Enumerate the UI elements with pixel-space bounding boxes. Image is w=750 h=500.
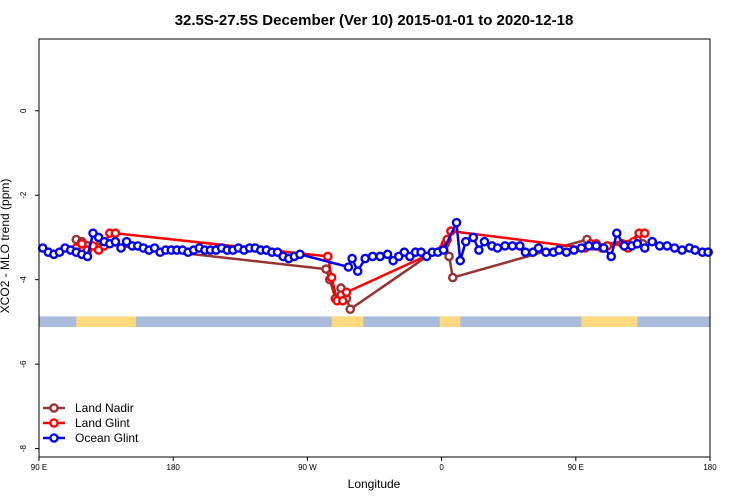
data-point (347, 253, 357, 264)
x-tick-label: 90 E (31, 463, 47, 472)
data-point (507, 241, 518, 251)
data-point (591, 241, 602, 251)
data-point (632, 238, 643, 249)
data-point (352, 266, 363, 277)
x-tick-label: 90 W (298, 463, 317, 472)
data-point (345, 304, 356, 315)
x-tick-label: 90 E (568, 463, 584, 472)
legend-label: Land Glint (75, 416, 130, 430)
y-tick-label: -6 (19, 360, 28, 368)
chart-title: 32.5S-27.5S December (Ver 10) 2015-01-01… (175, 12, 574, 29)
data-point (619, 241, 630, 251)
data-point (77, 238, 87, 249)
data-point (612, 228, 622, 239)
data-point (677, 245, 687, 255)
data-point (654, 241, 665, 251)
data-point (455, 255, 466, 266)
data-point (647, 236, 658, 247)
data-point (569, 245, 579, 255)
data-point (447, 272, 458, 283)
series-ocean-glint (37, 217, 713, 277)
data-point (584, 241, 594, 251)
land-segment (76, 316, 136, 327)
data-point (520, 247, 531, 258)
legend-item: Land Nadir (43, 401, 134, 415)
ocean-band (39, 316, 710, 327)
plot-frame (38, 38, 711, 458)
legend-swatch-marker (49, 418, 59, 428)
series-layer (37, 217, 713, 315)
data-point (461, 236, 471, 247)
data-point (295, 249, 305, 260)
data-point (533, 243, 544, 253)
data-point (474, 245, 484, 255)
x-axis: 90 E 180 90 W 0 90 E 180 (31, 457, 717, 472)
y-tick-label: -4 (19, 276, 28, 284)
data-point (451, 217, 462, 228)
data-point (639, 243, 650, 253)
data-point (360, 253, 370, 264)
land-ocean-band (39, 316, 710, 327)
data-point (338, 295, 348, 306)
data-point (375, 251, 385, 262)
data-point (110, 228, 121, 239)
data-point (382, 249, 393, 260)
x-axis-label: Longitude (348, 477, 401, 491)
data-point (662, 241, 672, 251)
land-segment (331, 316, 364, 327)
data-point (492, 243, 503, 253)
data-point (554, 245, 564, 255)
data-point (82, 251, 93, 262)
x-tick-label: 180 (703, 463, 717, 472)
data-point (576, 243, 587, 253)
data-point (500, 241, 510, 251)
x-tick-label: 180 (167, 463, 181, 472)
y-tick-label: -2 (19, 191, 28, 199)
legend-swatch-marker (49, 433, 59, 443)
x-tick-label: 0 (439, 463, 444, 472)
data-point (479, 236, 490, 247)
data-point (438, 245, 449, 255)
legend-swatch-marker (49, 403, 59, 413)
data-point (326, 272, 337, 283)
legend-item: Ocean Glint (43, 431, 139, 445)
data-point (606, 251, 617, 262)
y-tick-label: -8 (19, 444, 28, 452)
data-point (367, 251, 378, 262)
data-point (341, 287, 352, 298)
data-point (323, 251, 333, 262)
data-point (541, 247, 551, 258)
data-point (669, 243, 680, 253)
legend-label: Ocean Glint (75, 431, 139, 445)
legend-item: Land Glint (43, 416, 130, 430)
data-point (110, 236, 121, 247)
land-segment (439, 316, 461, 327)
data-point (515, 241, 525, 251)
y-axis: 0 -2 -4 -6 -8 (19, 108, 39, 452)
data-point (116, 243, 126, 253)
data-point (561, 247, 572, 258)
data-point (690, 245, 700, 255)
land-segment (581, 316, 638, 327)
legend-label: Land Nadir (75, 401, 134, 415)
data-point (639, 228, 650, 239)
data-point (444, 251, 454, 262)
data-point (703, 247, 713, 258)
data-point (343, 262, 354, 272)
y-axis-label: XCO2 - MLO trend (ppm) (0, 179, 12, 314)
data-point (598, 243, 609, 253)
y-tick-label: 0 (19, 108, 28, 113)
data-point (468, 232, 479, 243)
